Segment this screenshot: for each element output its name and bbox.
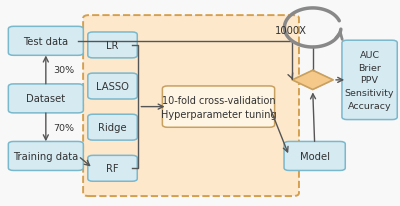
FancyBboxPatch shape (8, 27, 83, 56)
Polygon shape (292, 71, 333, 90)
Text: Dataset: Dataset (26, 94, 65, 104)
FancyBboxPatch shape (88, 74, 137, 99)
FancyBboxPatch shape (83, 16, 299, 196)
FancyBboxPatch shape (284, 142, 345, 171)
FancyBboxPatch shape (88, 156, 137, 181)
Text: 70%: 70% (54, 123, 75, 132)
Text: LR: LR (106, 41, 119, 51)
FancyBboxPatch shape (88, 33, 137, 59)
Text: 10-fold cross-validation
Hyperparameter tuning: 10-fold cross-validation Hyperparameter … (161, 95, 276, 119)
Text: RF: RF (106, 164, 119, 173)
Text: 1000X: 1000X (275, 25, 307, 35)
FancyBboxPatch shape (88, 115, 137, 140)
Text: Test data: Test data (23, 37, 68, 47)
Text: Training data: Training data (13, 151, 78, 161)
Text: AUC
Brier
PPV
Sensitivity
Accuracy: AUC Brier PPV Sensitivity Accuracy (345, 50, 394, 111)
FancyBboxPatch shape (342, 41, 397, 120)
FancyBboxPatch shape (162, 87, 275, 128)
Text: Model: Model (300, 151, 330, 161)
FancyBboxPatch shape (8, 84, 83, 113)
Text: Ridge: Ridge (98, 123, 127, 132)
Text: 30%: 30% (54, 66, 75, 75)
FancyBboxPatch shape (8, 142, 83, 171)
Text: LASSO: LASSO (96, 82, 129, 92)
